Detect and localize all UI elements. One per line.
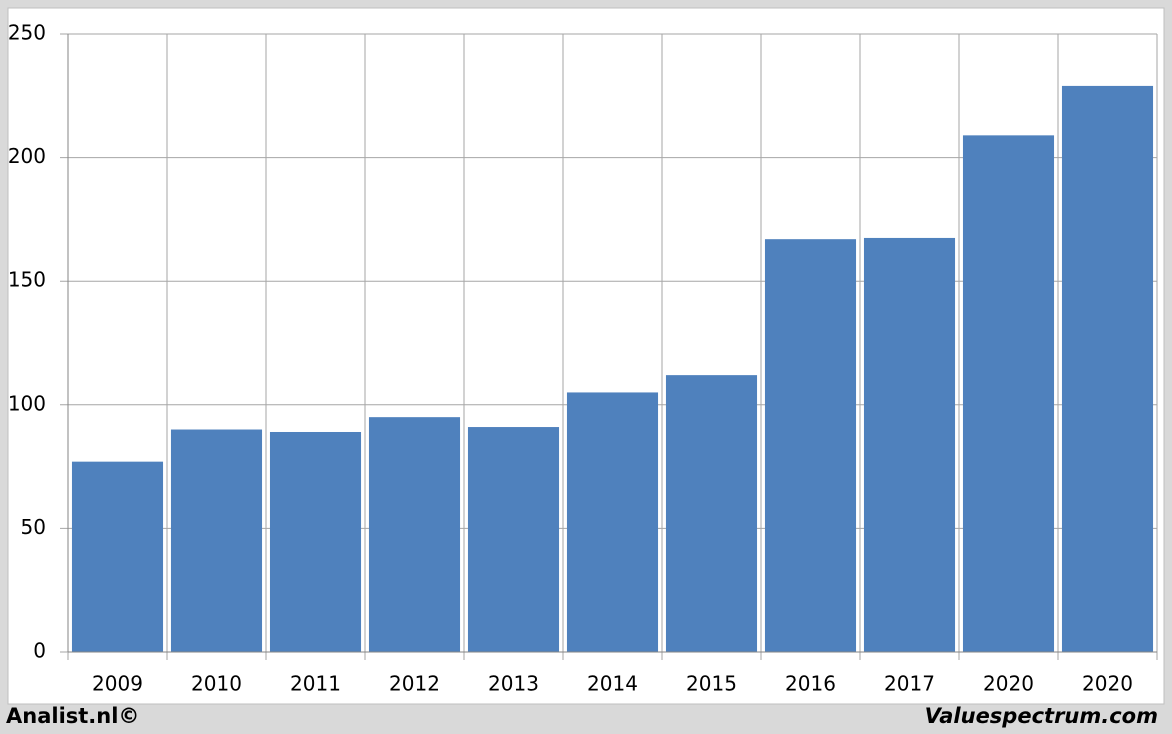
x-tick-label: 2014 — [587, 672, 638, 696]
bar — [962, 135, 1055, 653]
y-tick-label: 100 — [8, 391, 46, 415]
x-tick-label: 2015 — [686, 672, 737, 696]
y-tick-label: 0 — [33, 639, 46, 663]
x-tick-label: 2013 — [488, 672, 539, 696]
bar — [665, 375, 758, 652]
bar — [170, 429, 263, 652]
x-tick-label: 2011 — [290, 672, 341, 696]
credit-right: Valuespectrum.com — [925, 704, 1158, 728]
bar — [863, 237, 956, 652]
bar — [1061, 85, 1154, 653]
credit-left: Analist.nl© — [6, 704, 139, 728]
y-tick-label: 250 — [8, 21, 46, 45]
bar — [467, 427, 560, 652]
bar — [764, 239, 857, 652]
bar — [269, 431, 362, 652]
bar — [368, 417, 461, 652]
x-tick-label: 2020 — [983, 672, 1034, 696]
x-tick-label: 2010 — [191, 672, 242, 696]
x-tick-label: 2017 — [884, 672, 935, 696]
x-tick-label: 2020 — [1082, 672, 1133, 696]
y-tick-label: 50 — [21, 515, 46, 539]
bar — [566, 392, 659, 652]
y-tick-label: 150 — [8, 268, 46, 292]
x-tick-label: 2009 — [92, 672, 143, 696]
y-tick-label: 200 — [8, 144, 46, 168]
x-tick-label: 2016 — [785, 672, 836, 696]
x-tick-label: 2012 — [389, 672, 440, 696]
bar — [71, 461, 164, 652]
